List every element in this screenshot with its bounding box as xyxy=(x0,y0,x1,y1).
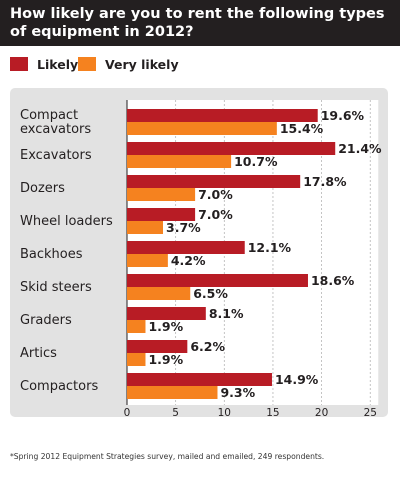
data-label: 6.5% xyxy=(193,286,228,301)
bar-very-likely xyxy=(127,353,146,366)
data-label: 3.7% xyxy=(166,220,201,235)
footnote: *Spring 2012 Equipment Strategies survey… xyxy=(10,452,325,461)
title-banner: How likely are you to rent the following… xyxy=(0,0,400,46)
data-label: 10.7% xyxy=(234,154,278,169)
category-label: Compactors xyxy=(20,379,98,394)
data-label: 1.9% xyxy=(148,319,183,334)
x-tick-label: 25 xyxy=(364,407,377,417)
legend-swatch-very-likely xyxy=(78,57,96,71)
bar-very-likely xyxy=(127,122,277,135)
x-tick-label: 10 xyxy=(218,407,231,417)
legend-item-very-likely: Very likely xyxy=(78,56,179,72)
bar-likely xyxy=(127,142,336,155)
data-label: 9.3% xyxy=(220,385,255,400)
bar-likely xyxy=(127,175,301,188)
bar-likely xyxy=(127,241,245,254)
legend-swatch-likely xyxy=(10,57,28,71)
x-tick-label: 0 xyxy=(124,407,131,417)
bar-very-likely xyxy=(127,287,191,300)
legend-label-likely: Likely xyxy=(37,56,79,72)
bar-very-likely xyxy=(127,320,146,333)
data-label: 19.6% xyxy=(321,108,365,123)
category-label: Excavators xyxy=(20,148,92,163)
x-tick-label: 15 xyxy=(266,407,279,417)
legend-item-likely: Likely xyxy=(10,56,79,72)
bar-likely xyxy=(127,373,272,386)
data-label: 14.9% xyxy=(275,372,319,387)
data-label: 4.2% xyxy=(171,253,206,268)
bar-very-likely xyxy=(127,155,232,168)
data-label: 8.1% xyxy=(209,306,244,321)
bar-likely xyxy=(127,340,188,353)
bar-likely xyxy=(127,208,196,221)
x-tick-label: 20 xyxy=(315,407,328,417)
chart-title: How likely are you to rent the following… xyxy=(10,6,385,40)
bar-very-likely xyxy=(127,254,168,267)
data-label: 21.4% xyxy=(338,141,382,156)
data-label: 17.8% xyxy=(303,174,347,189)
data-label: 1.9% xyxy=(148,352,183,367)
data-label: 18.6% xyxy=(311,273,355,288)
category-label: Compact xyxy=(20,108,78,123)
category-label: Backhoes xyxy=(20,247,83,262)
data-label: 6.2% xyxy=(190,339,225,354)
x-tick-label: 5 xyxy=(172,407,179,417)
category-label: Skid steers xyxy=(20,280,92,295)
bar-very-likely xyxy=(127,188,196,201)
category-label: excavators xyxy=(20,122,91,137)
bar-very-likely xyxy=(127,221,164,234)
data-label: 15.4% xyxy=(280,121,324,136)
bar-very-likely xyxy=(127,386,218,399)
legend-label-very-likely: Very likely xyxy=(105,56,179,72)
data-label: 7.0% xyxy=(198,207,233,222)
category-label: Wheel loaders xyxy=(20,214,113,229)
bar-likely xyxy=(127,307,206,320)
bar-likely xyxy=(127,274,308,287)
plot-area: 19.6% 15.4% Compact excavators 21.4% 10.7% Exc… xyxy=(10,88,388,417)
data-label: 12.1% xyxy=(248,240,292,255)
bar-likely xyxy=(127,109,318,122)
data-label: 7.0% xyxy=(198,187,233,202)
category-label: Artics xyxy=(20,346,57,361)
category-label: Graders xyxy=(20,313,72,328)
category-label: Dozers xyxy=(20,181,65,196)
